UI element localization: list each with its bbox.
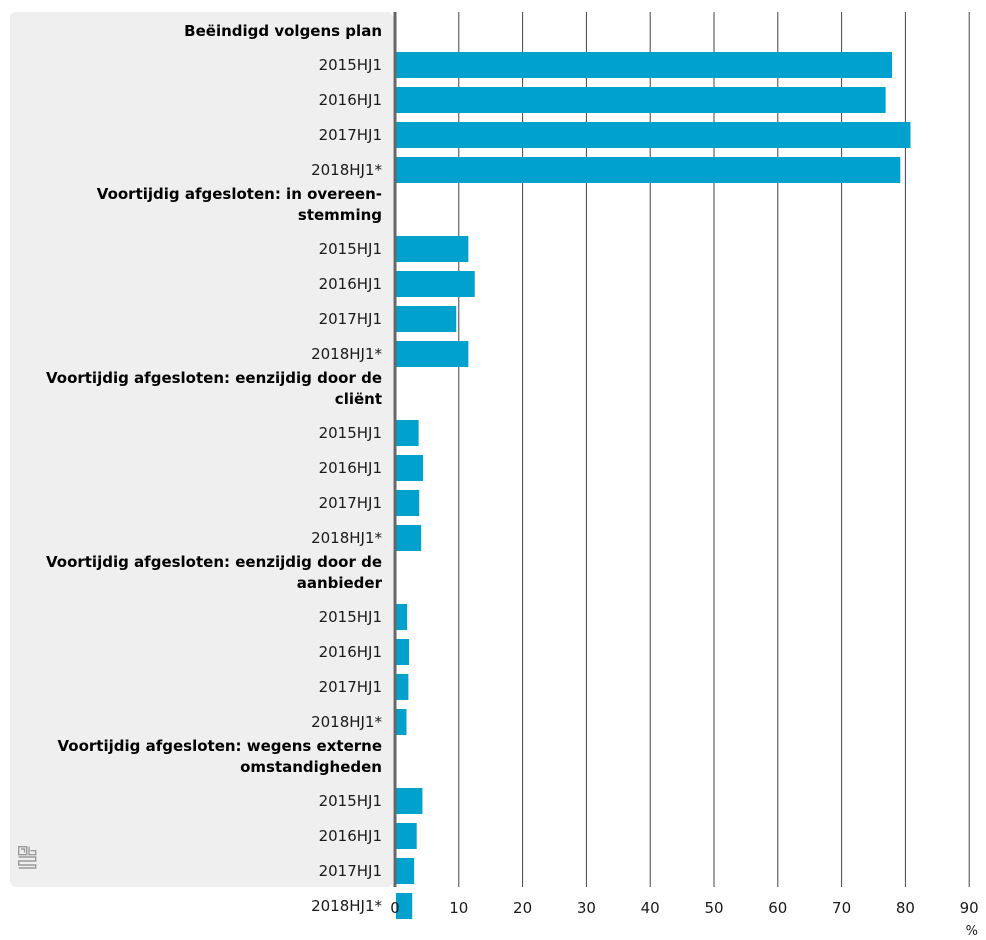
tick-label: 10 [449,899,468,917]
bar [396,490,420,516]
category-label: 2015HJ1 [319,608,382,626]
group-label: Voortijdig afgesloten: wegens externe [58,737,382,755]
cbs-logo-icon [17,845,37,869]
bar [396,271,475,297]
category-label: 2018HJ1* [311,529,382,547]
bar [396,455,424,481]
bar [396,525,422,551]
bar [396,893,413,919]
category-label: 2016HJ1 [319,275,382,293]
bars [396,52,911,919]
tick-label: 20 [513,899,532,917]
tick-label: 70 [832,899,851,917]
category-label: 2018HJ1* [311,713,382,731]
category-label: 2016HJ1 [319,91,382,109]
category-label: 2018HJ1* [311,345,382,363]
x-axis-ticks: 0 10 20 30 40 50 60 70 80 90 [390,899,979,917]
category-label: 2018HJ1* [311,897,382,915]
gridlines [458,12,970,887]
group-label: Beëindigd volgens plan [184,22,382,40]
category-label: 2017HJ1 [319,678,382,696]
bar [396,858,415,884]
bar [396,236,469,262]
bar [396,709,407,735]
category-label: 2015HJ1 [319,240,382,258]
category-label: 2016HJ1 [319,459,382,477]
bar [396,639,410,665]
category-labels: Beëindigd volgens plan 2015HJ1 2016HJ1 2017… [46,22,383,915]
tick-label: 90 [960,899,979,917]
bar [396,87,886,113]
group-label: Voortijdig afgesloten: eenzijdig door de [46,369,382,387]
bar [396,823,417,849]
bar [396,157,901,183]
tick-label: 50 [704,899,723,917]
bar [396,122,911,148]
category-label: 2016HJ1 [319,827,382,845]
tick-label: 80 [896,899,915,917]
x-axis-unit: % [966,924,978,939]
tick-label: 0 [390,899,400,917]
group-label: stemming [298,206,382,224]
bar [396,420,419,446]
category-label: 2015HJ1 [319,56,382,74]
category-label: 2018HJ1* [311,161,382,179]
tick-label: 40 [641,899,660,917]
group-label: Voortijdig afgesloten: eenzijdig door de [46,553,382,571]
group-label: cliënt [335,390,382,408]
group-label: omstandigheden [240,758,382,776]
category-label: 2015HJ1 [319,424,382,442]
category-label: 2015HJ1 [319,792,382,810]
bar [396,604,408,630]
group-label: aanbieder [297,574,383,592]
group-label: Voortijdig afgesloten: in overeen- [97,185,382,203]
label-panel [10,12,393,887]
bar [396,52,893,78]
bar [396,306,457,332]
tick-label: 60 [768,899,787,917]
category-label: 2017HJ1 [319,126,382,144]
bar [396,788,423,814]
category-label: 2017HJ1 [319,862,382,880]
bar [396,674,409,700]
tick-label: 30 [577,899,596,917]
category-label: 2017HJ1 [319,494,382,512]
bar [396,341,469,367]
category-label: 2017HJ1 [319,310,382,328]
category-label: 2016HJ1 [319,643,382,661]
